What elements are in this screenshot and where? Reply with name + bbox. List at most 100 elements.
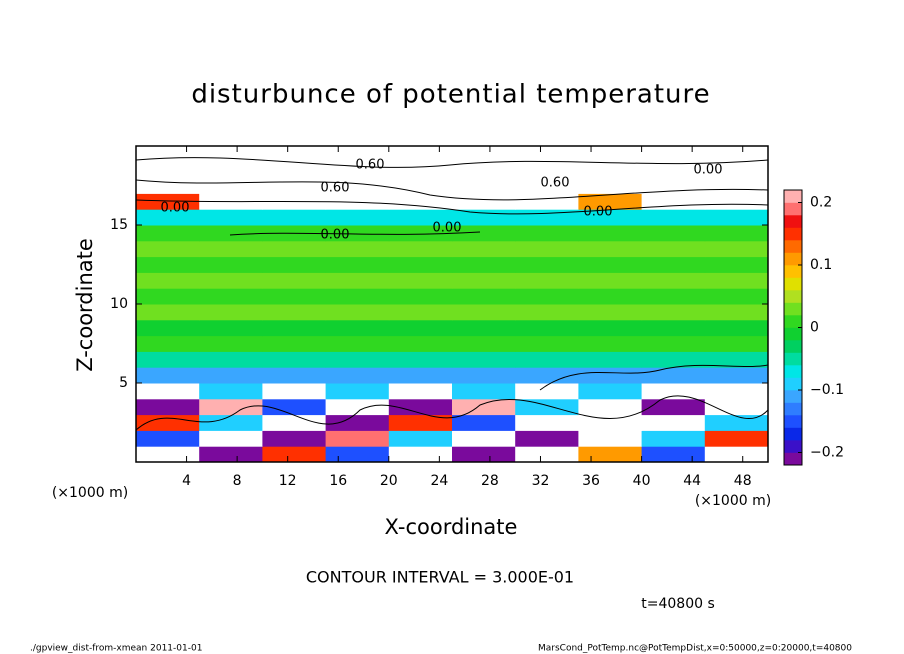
cell (136, 209, 200, 226)
cell (452, 430, 516, 447)
cell (515, 304, 579, 321)
cell (578, 161, 643, 179)
x-unit: (×1000 m) (695, 493, 771, 509)
cell (704, 240, 769, 258)
cell (515, 319, 579, 337)
cell (452, 177, 516, 194)
y-axis-title: Z-coordinate (73, 238, 97, 372)
cell (704, 225, 769, 242)
cell (704, 288, 769, 305)
cell (388, 398, 453, 416)
cell (641, 319, 706, 337)
cell (641, 446, 706, 463)
cell (388, 446, 453, 463)
cell (641, 193, 706, 210)
cell (515, 256, 579, 273)
contour-line (229, 231, 481, 236)
cell (325, 288, 390, 305)
cell (578, 367, 643, 384)
contour-label: 0.00 (694, 163, 723, 178)
cell (578, 430, 643, 447)
colorbar-swatch (784, 402, 802, 416)
colorbar-swatch (784, 415, 802, 428)
cell (452, 335, 516, 352)
contour-line (135, 199, 769, 215)
cell (452, 383, 516, 400)
cell (452, 446, 516, 463)
cell (578, 193, 643, 210)
colorbar-swatch (784, 327, 802, 341)
cell (452, 240, 516, 258)
cell (136, 414, 200, 431)
cell (199, 383, 263, 400)
cell (578, 272, 643, 289)
cell (704, 446, 769, 463)
cell (136, 446, 200, 463)
cell (452, 256, 516, 273)
cell (388, 146, 453, 163)
footer-left: ./gpview_dist-from-xmean 2011-01-01 (30, 644, 202, 654)
cell (515, 367, 579, 384)
cell (704, 430, 769, 447)
cell (325, 335, 390, 352)
cell (136, 383, 200, 400)
cell (199, 288, 263, 305)
cell (262, 256, 327, 273)
x-tick-label: 48 (734, 473, 752, 489)
footer-right: MarsCond_PotTemp.nc@PotTempDist,x=0:5000… (538, 644, 852, 654)
cell (262, 414, 327, 431)
cell (578, 319, 643, 337)
cell (641, 304, 706, 321)
cell (388, 383, 453, 400)
contour-label: 0.00 (433, 221, 462, 236)
x-tick-label: 16 (329, 473, 347, 489)
colorbar-swatch (784, 227, 802, 241)
cell (136, 193, 200, 210)
time-label: t=40800 s (641, 596, 715, 612)
cell (136, 319, 200, 337)
cell (199, 414, 263, 431)
y-tick-label: 10 (110, 296, 128, 312)
colorbar-swatch (784, 315, 802, 328)
cell (199, 430, 263, 447)
contour-label: 0.00 (321, 228, 350, 243)
cell (388, 288, 453, 305)
cell (641, 240, 706, 258)
cell (136, 335, 200, 352)
cell (641, 146, 706, 163)
cell (515, 446, 579, 463)
cell (704, 398, 769, 416)
cell (136, 177, 200, 194)
cell (199, 335, 263, 352)
cell (515, 225, 579, 242)
cell (388, 272, 453, 289)
cell (388, 256, 453, 273)
cell (388, 209, 453, 226)
cell (704, 383, 769, 400)
cell (578, 383, 643, 400)
cell (325, 446, 390, 463)
cell (388, 319, 453, 337)
cell (641, 430, 706, 447)
cell (578, 146, 643, 163)
cell (641, 272, 706, 289)
cell (515, 430, 579, 447)
cell (641, 256, 706, 273)
cell (136, 367, 200, 384)
x-tick-label: 24 (430, 473, 448, 489)
cell (515, 240, 579, 258)
cell (515, 335, 579, 352)
cell (325, 240, 390, 258)
colorbar-swatch (784, 252, 802, 266)
cell (388, 430, 453, 447)
cell (136, 304, 200, 321)
cell (199, 319, 263, 337)
cell (262, 304, 327, 321)
cell (641, 367, 706, 384)
cell (388, 240, 453, 258)
cell (136, 430, 200, 447)
cell (199, 256, 263, 273)
cell (325, 193, 390, 210)
x-tick-label: 28 (481, 473, 499, 489)
